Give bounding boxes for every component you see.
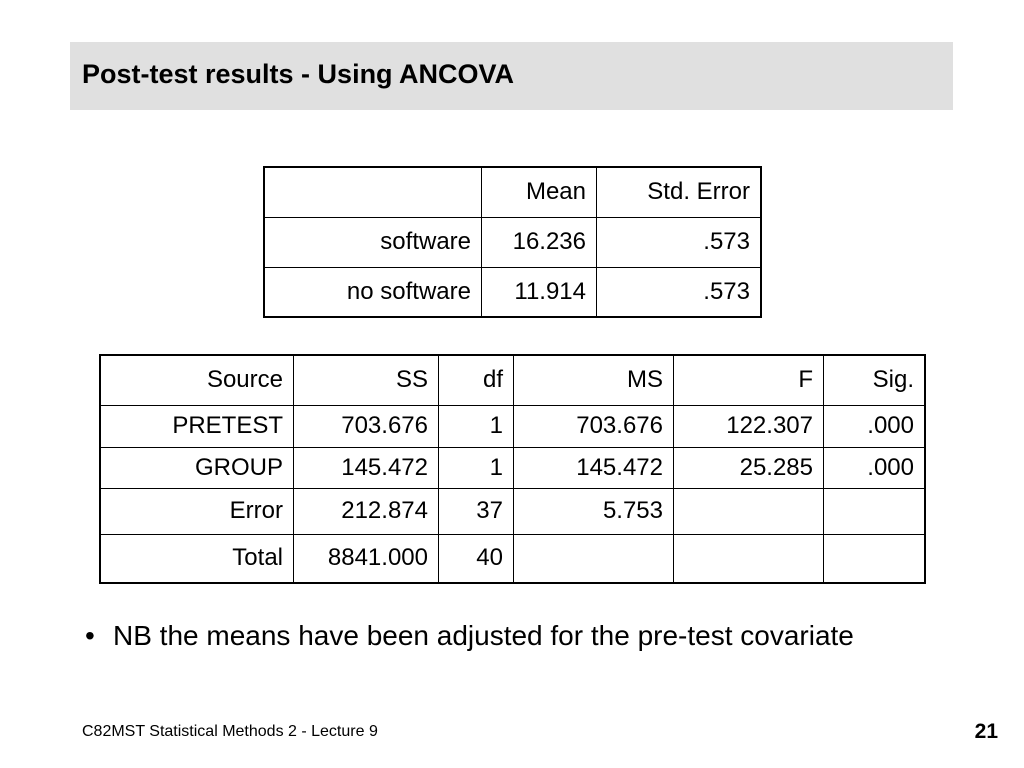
header-cell: F xyxy=(673,354,824,406)
table-cell: Total xyxy=(99,533,294,584)
empty-cell xyxy=(823,487,926,535)
slide-title: Post-test results - Using ANCOVA xyxy=(82,59,515,89)
table-row: PRETEST 703.676 1 703.676 122.307.000 xyxy=(99,404,926,448)
empty-cell xyxy=(673,533,824,584)
table-cell: 11.914 xyxy=(481,266,597,318)
header-cell: df xyxy=(438,354,514,406)
table-cell: PRETEST xyxy=(99,404,294,448)
table-cell: 16.236 xyxy=(481,216,597,268)
table-cell: 40 xyxy=(438,533,514,584)
title-bar: Post-test results - Using ANCOVA xyxy=(70,42,953,110)
table-cell: .000 xyxy=(823,446,926,489)
table-cell: GROUP xyxy=(99,446,294,489)
footer-course: C82MST Statistical Methods 2 - Lecture 9 xyxy=(82,723,378,740)
empty-cell xyxy=(263,166,482,218)
bullet-marker: • xyxy=(85,620,95,651)
table-cell: 122.307 xyxy=(673,404,824,448)
table-row: Total 8841.000 40 xyxy=(99,533,926,584)
table-cell: 1 xyxy=(438,446,514,489)
table-cell: 1 xyxy=(438,404,514,448)
table-cell: Error xyxy=(99,487,294,535)
table-cell: 5.753 xyxy=(513,487,674,535)
table-cell: 145.472 xyxy=(293,446,439,489)
table-row: software 16.236.573 xyxy=(263,216,762,268)
means-table: Mean Std. Error software 16.236.573 no softw… xyxy=(263,166,762,318)
bullet-text: NB the means have been adjusted for the … xyxy=(113,620,854,651)
table-row: Error 212.874 37 5.753 xyxy=(99,487,926,535)
table-cell: no software xyxy=(263,266,482,318)
header-row: Mean Std. Error xyxy=(263,166,762,218)
empty-cell xyxy=(823,533,926,584)
anova-table: Source SS df MS F Sig. PRETEST 703.676 1 703.676 1… xyxy=(99,354,926,584)
table-cell: 703.676 xyxy=(293,404,439,448)
empty-cell xyxy=(673,487,824,535)
table-cell: 212.874 xyxy=(293,487,439,535)
table-cell: software xyxy=(263,216,482,268)
table-cell: 37 xyxy=(438,487,514,535)
header-row: Source SS df MS F Sig. xyxy=(99,354,926,406)
bullet-item: • NB the means have been adjusted for th… xyxy=(85,618,885,654)
header-cell: Source xyxy=(99,354,294,406)
table-cell: 25.285 xyxy=(673,446,824,489)
table-row: no software 11.914.573 xyxy=(263,266,762,318)
table-cell: .000 xyxy=(823,404,926,448)
table-cell: 703.676 xyxy=(513,404,674,448)
table-cell: 145.472 xyxy=(513,446,674,489)
header-cell: MS xyxy=(513,354,674,406)
header-cell: Std. Error xyxy=(596,166,762,218)
table-cell: .573 xyxy=(596,266,762,318)
empty-cell xyxy=(513,533,674,584)
table-cell: .573 xyxy=(596,216,762,268)
page-number: 21 xyxy=(974,720,998,743)
header-cell: Mean xyxy=(481,166,597,218)
header-cell: Sig. xyxy=(823,354,926,406)
table-row: GROUP 145.472 1 145.472 25.285.000 xyxy=(99,446,926,489)
header-cell: SS xyxy=(293,354,439,406)
table-cell: 8841.000 xyxy=(293,533,439,584)
